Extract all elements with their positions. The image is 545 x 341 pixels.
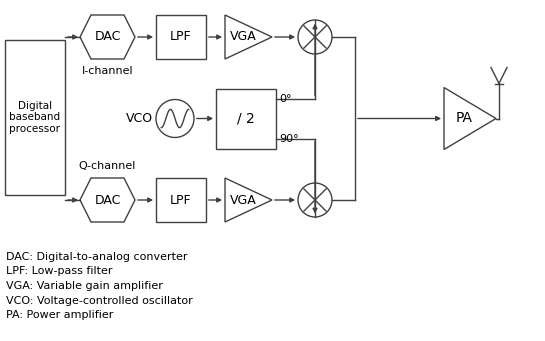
Text: VCO: Voltage-controlled oscillator: VCO: Voltage-controlled oscillator bbox=[6, 296, 193, 306]
Text: DAC: DAC bbox=[94, 30, 120, 44]
Text: VGA: Variable gain amplifier: VGA: Variable gain amplifier bbox=[6, 281, 163, 291]
Text: VGA: VGA bbox=[229, 193, 256, 207]
Text: LPF: Low-pass filter: LPF: Low-pass filter bbox=[6, 267, 112, 277]
Text: PA: PA bbox=[455, 112, 473, 125]
Polygon shape bbox=[80, 178, 135, 222]
Text: DAC: DAC bbox=[94, 193, 120, 207]
Text: 90°: 90° bbox=[279, 133, 299, 144]
Polygon shape bbox=[80, 15, 135, 59]
Circle shape bbox=[298, 20, 332, 54]
Text: DAC: Digital-to-analog converter: DAC: Digital-to-analog converter bbox=[6, 252, 187, 262]
Text: I-channel: I-channel bbox=[82, 66, 134, 76]
Bar bbox=[216, 89, 276, 148]
Text: PA: Power amplifier: PA: Power amplifier bbox=[6, 310, 113, 320]
Circle shape bbox=[298, 183, 332, 217]
Text: LPF: LPF bbox=[170, 30, 192, 44]
Text: Q-channel: Q-channel bbox=[79, 161, 136, 171]
Text: VCO: VCO bbox=[126, 112, 153, 125]
Circle shape bbox=[156, 100, 194, 137]
Polygon shape bbox=[225, 15, 272, 59]
Bar bbox=[156, 15, 206, 59]
Bar bbox=[5, 40, 65, 195]
Text: 0°: 0° bbox=[279, 93, 292, 104]
Text: VGA: VGA bbox=[229, 30, 256, 44]
Polygon shape bbox=[225, 178, 272, 222]
Text: LPF: LPF bbox=[170, 193, 192, 207]
Text: Digital
baseband
processor: Digital baseband processor bbox=[9, 101, 60, 134]
Bar bbox=[156, 178, 206, 222]
Polygon shape bbox=[444, 88, 496, 149]
Text: / 2: / 2 bbox=[237, 112, 255, 125]
